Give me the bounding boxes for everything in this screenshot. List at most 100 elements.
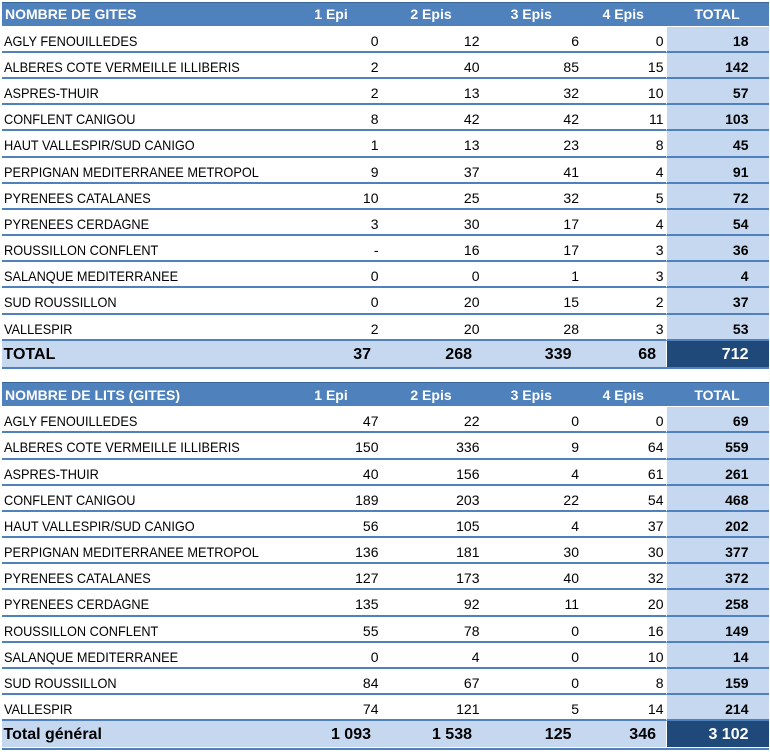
value-cell-1epi: 84: [281, 669, 381, 696]
value-cell-1epi: 0: [281, 288, 381, 315]
row-total-cell: 258: [665, 590, 769, 617]
table-row: CONFLENT CANIGOU 189 203 22 54 468: [1, 485, 769, 512]
row-total-cell: 14: [665, 642, 769, 669]
value-cell-1epi: 0: [281, 27, 381, 53]
value-cell-2epis: 16: [380, 236, 482, 263]
table-row: ALBERES COTE VERMEILLE ILLIBERIS 150 336…: [1, 433, 769, 460]
table-row: PERPIGNAN MEDITERRANEE METROPOL 136 181 …: [1, 538, 769, 565]
table-row: VALLESPIR 74 121 5 14 214: [1, 695, 769, 722]
value-cell-4epis: 4: [581, 158, 666, 184]
value-cell-2epis: 336: [380, 433, 482, 460]
value-cell-3epis: 0: [481, 643, 581, 669]
value-cell-4epis: 4: [581, 210, 666, 237]
value-cell-4epis: 3: [581, 315, 666, 341]
value-cell-4epis: 14: [581, 695, 666, 722]
column-header-2epis: 2 Epis: [410, 6, 452, 23]
row-total-cell: 45: [665, 131, 769, 158]
column-header-2epis: 2 Epis: [410, 386, 452, 403]
row-total-cell: 468: [665, 485, 769, 512]
value-cell-2epis: 13: [380, 131, 482, 158]
row-total-cell: 72: [665, 183, 769, 210]
value-cell-3epis: 23: [481, 131, 581, 158]
table-row: ROUSSILLON CONFLENT - 16 17 3 36: [1, 236, 769, 263]
region-label: PERPIGNAN MEDITERRANEE METROPOL: [1, 538, 282, 565]
table-total-row: Total général 1 093 1 538 125 346 3 102: [1, 721, 769, 748]
value-cell-1epi: 136: [281, 538, 381, 565]
row-total-cell: 69: [665, 407, 769, 434]
value-cell-1epi: 55: [281, 617, 381, 643]
value-cell-4epis: 11: [581, 105, 666, 132]
column-header-3epis: 3 Epis: [510, 386, 552, 403]
value-cell-2epis: 203: [380, 486, 482, 512]
row-total-cell: 103: [665, 105, 769, 132]
value-cell-4epis: 32: [581, 564, 666, 591]
value-cell-1epi: 150: [281, 433, 381, 460]
table-row: HAUT VALLESPIR/SUD CANIGO 56 105 4 37 20…: [1, 511, 769, 539]
table-row: ROUSSILLON CONFLENT 55 78 0 16 149: [1, 616, 769, 643]
value-cell-4epis: 0: [581, 407, 666, 434]
row-total-cell: 372: [665, 564, 769, 591]
table-header-row: NOMBRE DE GITES 1 Epi 2 Epis 3 Epis 4 Ep…: [1, 1, 769, 27]
region-label: ASPRES-THUIR: [1, 79, 282, 106]
region-label: PYRENEES CATALANES: [1, 184, 282, 210]
region-label: ALBERES COTE VERMEILLE ILLIBERIS: [1, 433, 282, 460]
value-cell-4epis: 10: [581, 643, 666, 669]
region-label: PYRENEES CERDAGNE: [1, 590, 282, 617]
row-total-cell: 377: [665, 538, 769, 565]
grand-total-cell: 712: [665, 340, 769, 367]
row-total-cell: 57: [665, 79, 769, 106]
value-cell-3epis: 85: [481, 53, 581, 80]
table-nombre-de-gites: NOMBRE DE GITES 1 Epi 2 Epis 3 Epis 4 Ep…: [1, 1, 769, 369]
value-cell-2epis: 173: [380, 564, 482, 591]
region-label: AGLY FENOUILLEDES: [1, 27, 282, 53]
value-cell-2epis: 0: [380, 262, 482, 289]
value-cell-2epis: 37: [380, 158, 482, 184]
value-cell-4epis: 0: [581, 27, 666, 53]
region-label: SUD ROUSSILLON: [1, 669, 282, 696]
value-cell-1epi: 2: [281, 315, 381, 341]
value-cell-2epis: 20: [380, 315, 482, 341]
table-row: SUD ROUSSILLON 84 67 0 8 159: [1, 668, 769, 696]
row-total-cell: 37: [665, 288, 769, 315]
value-cell-2epis: 78: [380, 617, 482, 643]
value-cell-4epis: 3: [581, 262, 666, 289]
value-cell-2epis: 92: [380, 590, 482, 617]
region-label: VALLESPIR: [1, 695, 282, 722]
value-cell-1epi: 9: [281, 158, 381, 184]
total-row-label: Total général: [3, 726, 102, 744]
value-cell-4epis: 16: [581, 617, 666, 643]
value-cell-4epis: 61: [581, 460, 666, 486]
column-header-total: TOTAL: [694, 6, 740, 23]
row-total-cell: 202: [665, 511, 769, 539]
column-header-4epis: 4 Epis: [602, 6, 644, 23]
table-row: PYRENEES CERDAGNE 135 92 11 20 258: [1, 590, 769, 617]
region-label: PYRENEES CATALANES: [1, 564, 282, 591]
total-value-4epis: 346: [629, 726, 656, 744]
region-label: VALLESPIR: [1, 315, 282, 341]
value-cell-1epi: 40: [281, 460, 381, 486]
region-label: SALANQUE MEDITERRANEE: [1, 643, 282, 669]
value-cell-2epis: 67: [380, 669, 482, 696]
region-label: ROUSSILLON CONFLENT: [1, 236, 282, 263]
value-cell-3epis: 41: [481, 158, 581, 184]
total-value-3epis: 339: [544, 345, 572, 363]
value-cell-4epis: 8: [581, 669, 666, 696]
value-cell-1epi: 10: [281, 184, 381, 210]
value-cell-1epi: 189: [281, 486, 381, 512]
table-row: SALANQUE MEDITERRANEE 0 4 0 10 14: [1, 642, 769, 669]
region-label: HAUT VALLESPIR/SUD CANIGO: [1, 512, 282, 539]
value-cell-4epis: 8: [581, 131, 666, 158]
table-row: PERPIGNAN MEDITERRANEE METROPOL 9 37 41 …: [1, 157, 769, 184]
value-cell-2epis: 4: [380, 643, 482, 669]
table-row: AGLY FENOUILLEDES 0 12 6 0 18: [1, 26, 769, 53]
value-cell-1epi: 1: [281, 131, 381, 158]
value-cell-3epis: 4: [481, 512, 581, 539]
value-cell-3epis: 17: [481, 210, 581, 237]
value-cell-4epis: 5: [581, 184, 666, 210]
value-cell-4epis: 37: [581, 512, 666, 539]
column-header-4epis: 4 Epis: [602, 386, 644, 403]
value-cell-4epis: 10: [581, 79, 666, 106]
value-cell-2epis: 121: [380, 695, 482, 722]
table-row: ASPRES-THUIR 40 156 4 61 261: [1, 459, 769, 486]
